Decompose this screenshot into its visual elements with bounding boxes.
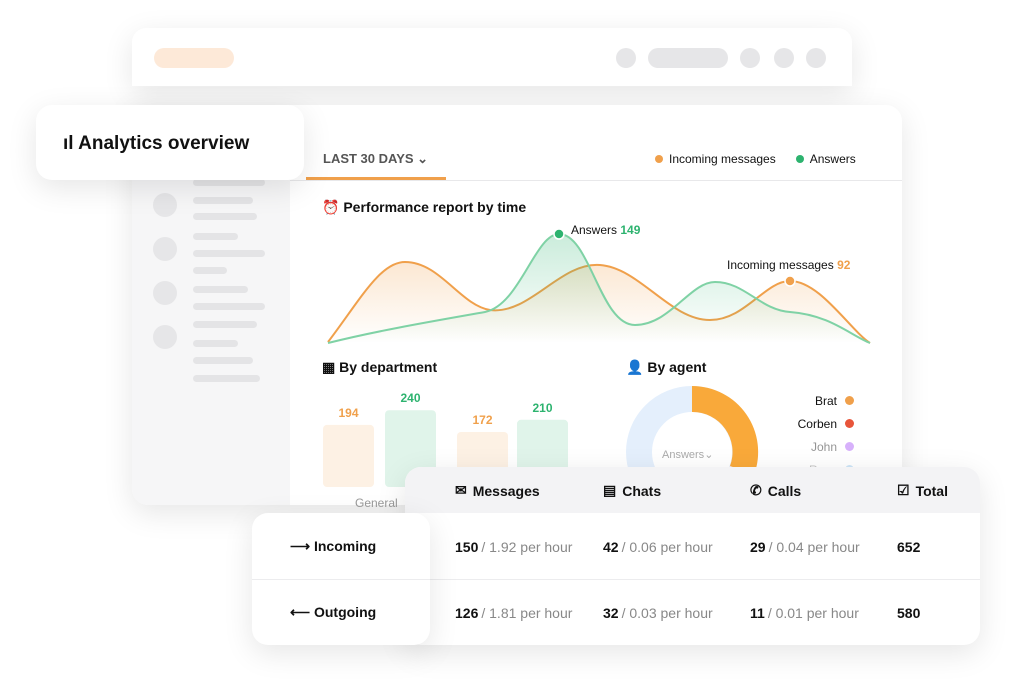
annotation: Answers 149 — [571, 223, 640, 237]
table-cell: 150/ 1.92 per hour — [455, 539, 572, 557]
category-label: General — [355, 496, 398, 510]
row-labels: ⟶ Incoming ⟵ Outgoing — [252, 513, 430, 645]
donut-metric[interactable]: Answers⌄ — [662, 449, 714, 461]
table-header — [405, 467, 980, 513]
column-header: ✆ Calls — [750, 482, 802, 499]
cell-rate: / 0.04 per hour — [768, 539, 860, 555]
agent-dot — [845, 396, 854, 405]
section-title: ⏰ Performance report by time — [322, 199, 527, 215]
bar — [323, 424, 374, 487]
header: ıl Analytics overview — [63, 133, 250, 154]
legend-label: Incoming messages — [669, 152, 776, 166]
column-header: Calls — [767, 482, 802, 499]
legend-item: Incoming messages — [655, 152, 776, 166]
placeholder — [740, 48, 760, 68]
annotation-value: 92 — [837, 258, 851, 272]
cell-total: 580 — [897, 605, 921, 621]
cell-count: 29 — [750, 539, 766, 555]
column-header: ▤ Chats — [603, 482, 662, 499]
agent-dot — [845, 419, 854, 428]
placeholder — [648, 48, 728, 68]
row-label: ⟵ Outgoing — [290, 604, 377, 620]
column-header: ☑ Total — [897, 482, 948, 499]
donut-segment — [692, 385, 759, 475]
agent-name: John — [810, 439, 837, 454]
table-cell: 42/ 0.06 per hour — [603, 539, 713, 557]
annotation-value: 149 — [620, 223, 641, 237]
column-header: ✉ Messages — [455, 482, 540, 499]
section-title: Performance report by time — [343, 199, 527, 215]
header-title: Analytics overview — [78, 133, 250, 154]
table-cell: 29/ 0.04 per hour — [750, 539, 860, 557]
placeholder — [774, 48, 794, 68]
bar-label: 172 — [472, 413, 492, 427]
cell-count: 11 — [750, 605, 765, 621]
placeholder — [806, 48, 826, 68]
cell-rate: / 0.01 per hour — [767, 605, 859, 621]
cell-total: 652 — [897, 539, 921, 555]
cell-count: 42 — [603, 539, 619, 555]
section-title: 👤 By agent — [626, 359, 707, 375]
point — [784, 275, 796, 287]
row-label: ⟶ Incoming — [290, 538, 377, 554]
donut-metric-label[interactable]: Answers — [662, 449, 705, 461]
tab-underline — [306, 177, 446, 180]
point — [553, 228, 565, 240]
table-cell: 126/ 1.81 per hour — [455, 605, 572, 623]
section-title: By department — [339, 359, 438, 375]
agent-item: John — [780, 435, 854, 458]
agent-dot — [845, 442, 854, 451]
table-cell: 11/ 0.01 per hour — [750, 605, 859, 623]
period-filter[interactable]: LAST 30 DAYS ⌄ — [323, 151, 429, 166]
legend: Incoming messages Answers — [655, 152, 856, 166]
section-title: By agent — [647, 359, 707, 375]
back-window — [132, 28, 852, 86]
bar-label: 194 — [338, 406, 358, 420]
cell-count: 32 — [603, 605, 619, 621]
legend-dot — [655, 155, 663, 163]
agent-item: Corben — [780, 412, 854, 435]
agent-name: Corben — [797, 416, 837, 431]
table-cell: 32/ 0.03 per hour — [603, 605, 713, 623]
annotation: Incoming messages 92 — [727, 258, 850, 272]
column-header: Messages — [472, 482, 540, 499]
column-header: Chats — [622, 482, 662, 499]
legend-label: Answers — [809, 152, 856, 166]
bar-label: 240 — [400, 391, 420, 405]
section-title: ▦ By department — [322, 359, 438, 375]
annotation-label: Incoming messages — [727, 258, 834, 272]
placeholder — [154, 48, 234, 68]
cell-rate: / 0.03 per hour — [621, 605, 713, 621]
legend-item: Answers — [795, 152, 856, 166]
cell-count: 126 — [455, 605, 479, 621]
period-label[interactable]: LAST 30 DAYS — [323, 151, 414, 166]
cell-rate: / 0.06 per hour — [621, 539, 713, 555]
bar-label: 210 — [532, 401, 552, 415]
line — [327, 232, 871, 344]
cell-count: 150 — [455, 539, 479, 555]
cell-rate: / 1.81 per hour — [481, 605, 573, 621]
agent-name: Brat — [814, 393, 837, 408]
header-card: ıl Analytics overview — [36, 105, 304, 180]
annotation-label: Answers — [571, 223, 618, 237]
legend-dot — [795, 155, 804, 163]
column-header: Total — [915, 482, 948, 499]
row-label: Incoming — [313, 538, 377, 554]
agent-item: Brat — [780, 389, 854, 412]
table-card: ✉ Messages ▤ Chats ✆ Calls ☑ Total 150/ … — [405, 467, 980, 645]
cell-rate: / 1.92 per hour — [481, 539, 573, 555]
placeholder — [616, 48, 636, 68]
row-label: Outgoing — [313, 604, 377, 620]
